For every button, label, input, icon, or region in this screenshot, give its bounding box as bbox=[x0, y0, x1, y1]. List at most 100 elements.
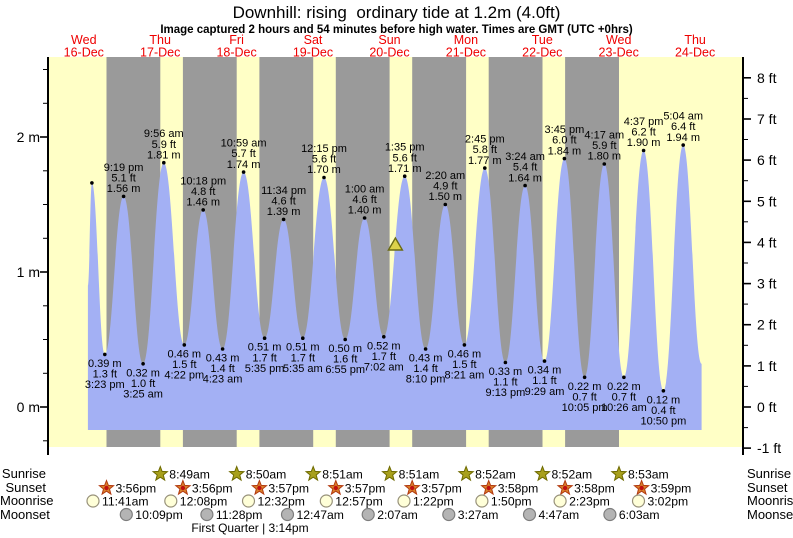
moonset-row-label-right: Moonset bbox=[747, 507, 793, 522]
tide-point bbox=[262, 336, 267, 341]
tide-point bbox=[661, 389, 666, 393]
low-tide-annotation: 0.46 m 1.5 ft 4:22 pm bbox=[164, 348, 204, 381]
high-tide-annotation: 3:45 pm 6.0 ft 1.84 m bbox=[545, 124, 585, 157]
moonrise-time: 11:41am bbox=[102, 494, 149, 508]
sunrise-time: 8:53am bbox=[628, 467, 669, 481]
tide-point bbox=[141, 362, 145, 366]
right-axis-label: 6 ft bbox=[757, 152, 777, 168]
tide-point bbox=[301, 336, 305, 341]
high-tide-annotation: 3:24 am 5.4 ft 1.64 m bbox=[505, 151, 545, 184]
right-axis-label: 3 ft bbox=[757, 276, 777, 292]
chart-title: Downhill: rising ordinary tide at 1.2m (… bbox=[232, 3, 561, 22]
tide-point bbox=[103, 352, 107, 357]
moonrise-icon bbox=[241, 494, 256, 508]
high-tide-annotation: 1:35 pm 5.6 ft 1.71 m bbox=[385, 142, 425, 175]
chart-subtitle: Image captured 2 hours and 54 minutes be… bbox=[160, 24, 633, 36]
day-header: Thu 17-Dec bbox=[140, 33, 180, 60]
high-tide-annotation: 4:17 am 5.9 ft 1.80 m bbox=[584, 130, 624, 163]
high-tide-annotation: 5:04 am 6.4 ft 1.94 m bbox=[663, 111, 703, 144]
low-tide-annotation: 0.50 m 1.6 ft 6:55 pm bbox=[325, 343, 365, 376]
day-header: Sun 20-Dec bbox=[369, 33, 409, 60]
sunset-time: 3:56pm bbox=[192, 481, 233, 495]
left-axis-label: 2 m bbox=[17, 129, 40, 145]
tide-point bbox=[582, 375, 587, 380]
moonrise-time: 3:02pm bbox=[648, 494, 689, 508]
sunrise-time: 8:52am bbox=[475, 467, 516, 481]
day-header: Tue 22-Dec bbox=[522, 33, 562, 60]
moonrise-time: 12:08pm bbox=[180, 494, 227, 508]
right-axis-label: 7 ft bbox=[757, 111, 777, 127]
sunset-time: 3:58pm bbox=[574, 481, 615, 495]
moonset-time: 4:47am bbox=[539, 508, 580, 522]
day-header: Fri 18-Dec bbox=[216, 33, 256, 60]
axes bbox=[47, 57, 744, 455]
tide-point bbox=[523, 183, 527, 188]
tide-point bbox=[201, 208, 205, 212]
tide-point bbox=[382, 335, 386, 339]
sunset-icon-center bbox=[562, 485, 568, 491]
sunset-time: 3:59pm bbox=[651, 481, 692, 495]
high-tide-annotation: 2:20 am 4.9 ft 1.50 m bbox=[425, 170, 465, 203]
tide-point bbox=[241, 170, 246, 174]
sunset-time: 3:56pm bbox=[116, 481, 157, 495]
high-tide-annotation: 10:59 am 5.7 ft 1.74 m bbox=[221, 138, 267, 171]
day-header: Sat 19-Dec bbox=[293, 33, 333, 60]
sunrise-row-label-right: Sunrise bbox=[747, 466, 792, 481]
moonrise-icon bbox=[319, 494, 333, 508]
high-tide-annotation: 1:00 am 4.6 ft 1.40 m bbox=[345, 184, 385, 217]
high-tide-annotation: 9:56 am 5.9 ft 1.81 m bbox=[144, 128, 184, 161]
moonset-icon bbox=[200, 507, 214, 522]
tide-point bbox=[322, 175, 326, 180]
low-tide-annotation: 0.22 m 0.7 ft 10:26 am bbox=[601, 381, 647, 414]
tide-point bbox=[343, 337, 348, 342]
moonset-icon bbox=[119, 507, 133, 522]
low-tide-annotation: 0.33 m 1.1 ft 9:13 pm bbox=[486, 366, 526, 399]
sunset-row-label-right: Sunset bbox=[747, 480, 788, 495]
moonrise-time: 1:50pm bbox=[491, 494, 532, 508]
moonrise-icon bbox=[553, 494, 567, 508]
tide-point bbox=[443, 202, 448, 207]
tide-point bbox=[681, 143, 685, 147]
moonset-icon bbox=[522, 507, 537, 522]
sunset-time: 3:57pm bbox=[421, 481, 462, 495]
low-tide-annotation: 0.12 m 0.4 ft 10:50 pm bbox=[640, 394, 686, 427]
low-tide-annotation: 0.51 m 1.7 ft 5:35 pm bbox=[245, 342, 285, 375]
moonrise-icon bbox=[164, 494, 178, 508]
sunrise-time: 8:52am bbox=[552, 467, 593, 481]
low-tide-annotation: 0.51 m 1.7 ft 5:35 am bbox=[283, 342, 323, 375]
high-tide-annotation: 11:34 pm 4.6 ft 1.39 m bbox=[261, 185, 306, 218]
sunrise-icon bbox=[228, 465, 246, 482]
moonrise-icon bbox=[631, 494, 646, 508]
tide-point bbox=[602, 162, 607, 166]
tide-point bbox=[121, 194, 126, 199]
tide-point bbox=[503, 360, 508, 365]
tide-point bbox=[162, 160, 166, 165]
moonrise-time: 12:57pm bbox=[335, 494, 382, 508]
sunset-icon-center bbox=[104, 485, 109, 491]
moonset-time: 6:03am bbox=[619, 508, 660, 522]
sunrise-icon bbox=[534, 465, 551, 482]
moonrise-icon bbox=[475, 494, 489, 508]
high-tide-annotation: 9:19 pm 5.1 ft 1.56 m bbox=[104, 162, 144, 195]
moonrise-time: 12:32pm bbox=[258, 494, 305, 508]
tide-point bbox=[641, 148, 646, 153]
right-axis-label: 4 ft bbox=[757, 234, 777, 250]
sunrise-time: 8:49am bbox=[169, 467, 210, 481]
moonset-time: 10:09pm bbox=[135, 508, 182, 522]
moonset-time: 3:27am bbox=[458, 508, 499, 522]
sunset-time: 3:57pm bbox=[345, 481, 386, 495]
right-axis-label: 0 ft bbox=[757, 399, 777, 415]
moonset-time: 12:47am bbox=[297, 508, 344, 522]
day-header: Mon 21-Dec bbox=[446, 33, 486, 60]
high-tide-annotation: 10:18 pm 4.8 ft 1.46 m bbox=[180, 175, 226, 208]
right-axis-label: 8 ft bbox=[757, 70, 777, 86]
low-tide-annotation: 0.22 m 0.7 ft 10:05 pm bbox=[562, 381, 608, 414]
high-tide-annotation: 4:37 pm 6.2 ft 1.90 m bbox=[624, 116, 664, 149]
tide-point bbox=[562, 156, 567, 161]
sunset-icon-center bbox=[180, 485, 186, 491]
moonset-icon bbox=[280, 507, 295, 522]
moonset-icon bbox=[361, 507, 375, 522]
moonset-time: 2:07am bbox=[377, 508, 418, 522]
